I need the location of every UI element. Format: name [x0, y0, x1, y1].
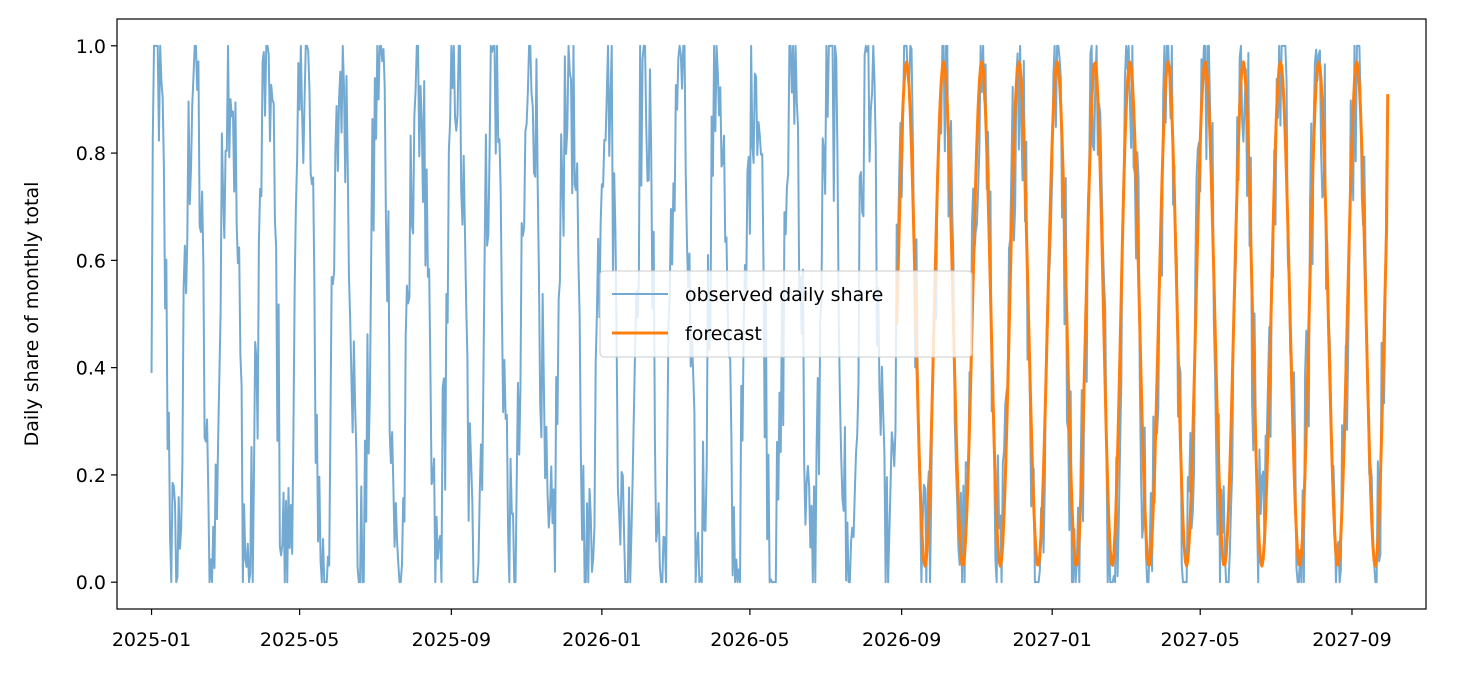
- x-tick-label: 2026-09: [862, 629, 941, 651]
- legend-box: [599, 270, 973, 358]
- x-axis: 2025-01 2025-05 2025-09 2026-01 2026-05 2026-…: [112, 609, 1392, 651]
- y-tick-label: 0.6: [76, 250, 106, 272]
- x-tick-label: 2026-05: [710, 629, 789, 651]
- x-tick-label: 2027-09: [1312, 629, 1391, 651]
- plot-area: [150, 44, 1390, 584]
- x-tick-label: 2025-01: [112, 629, 191, 651]
- x-tick-label: 2027-05: [1161, 629, 1240, 651]
- x-tick-label: 2026-01: [562, 629, 641, 651]
- x-tick-label: 2027-01: [1012, 629, 1091, 651]
- y-tick-label: 1.0: [76, 36, 106, 58]
- y-tick-label: 0.8: [76, 143, 106, 165]
- legend-label-observed: observed daily share: [685, 284, 883, 306]
- y-axis: 0.0 0.2 0.4 0.6 0.8 1.0: [76, 36, 117, 594]
- legend-label-forecast: forecast: [685, 323, 762, 345]
- y-tick-label: 0.4: [76, 358, 106, 380]
- observed-series-line: [150, 44, 1389, 584]
- x-tick-label: 2025-09: [412, 629, 491, 651]
- forecast-series-line: [895, 60, 1390, 568]
- x-tick-label: 2025-05: [260, 629, 339, 651]
- y-axis-label: Daily share of monthly total: [21, 182, 43, 447]
- y-tick-label: 0.0: [76, 572, 106, 594]
- y-tick-label: 0.2: [76, 465, 106, 487]
- plot-frame: [116, 18, 1427, 610]
- legend: observed daily share forecast: [599, 270, 973, 358]
